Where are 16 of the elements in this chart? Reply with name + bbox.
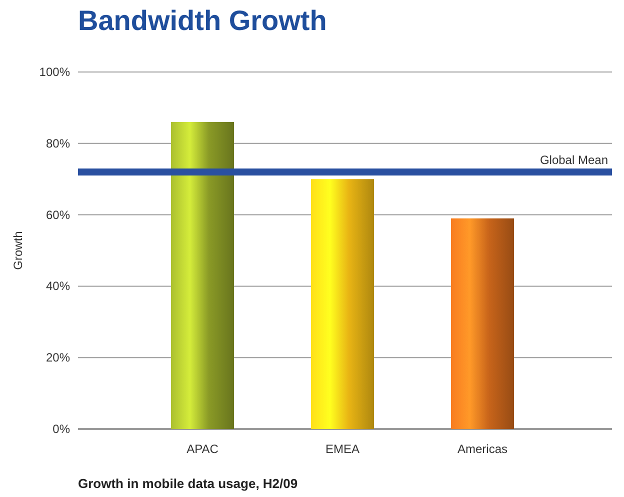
chart-title: Bandwidth Growth [78, 5, 327, 36]
y-tick-label: 60% [46, 208, 70, 222]
y-tick-label: 40% [46, 279, 70, 294]
y-tick-label: 80% [46, 136, 70, 150]
bar [311, 179, 374, 429]
y-tick-label: 20% [46, 350, 70, 365]
x-tick-label: Americas [457, 442, 508, 456]
text: Growth in mobile data usage, H2/09 [78, 476, 298, 491]
bar [451, 218, 514, 429]
y-tick-label: 100% [39, 65, 70, 79]
y-axis-title: Growth [11, 231, 25, 270]
y-tick-label: 0% [52, 422, 70, 436]
ref-line-label: Global Mean [540, 152, 608, 167]
bar [171, 122, 234, 429]
x-tick-label: EMEA [325, 442, 360, 456]
x-tick-label: APAC [186, 442, 219, 456]
